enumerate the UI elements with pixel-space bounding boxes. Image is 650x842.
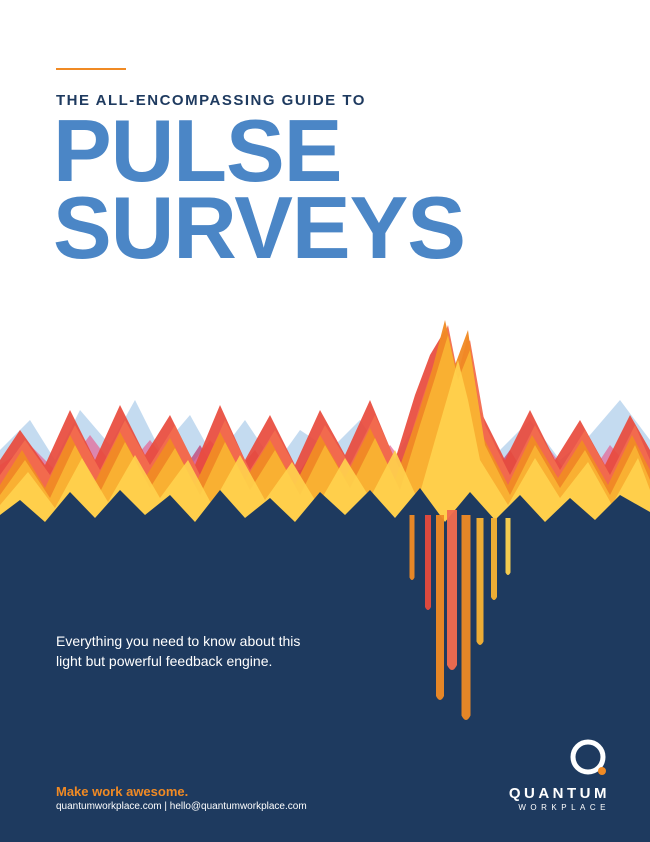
title-line-2: SURVEYS — [53, 189, 465, 266]
description-blurb: Everything you need to know about this l… — [56, 632, 316, 671]
cover-page: THE ALL-ENCOMPASSING GUIDE TO PULSE SURV… — [0, 0, 650, 842]
main-title: PULSE SURVEYS — [53, 112, 465, 267]
logo-brand-subtext: WORKPLACE — [509, 803, 610, 812]
logo-mark-icon — [566, 737, 610, 781]
accent-rule — [56, 68, 126, 70]
brand-logo: QUANTUM WORKPLACE — [509, 737, 610, 812]
footer-tagline: Make work awesome. — [56, 784, 307, 799]
footer-contact: quantumworkplace.com | hello@quantumwork… — [56, 801, 307, 812]
footer: Make work awesome. quantumworkplace.com … — [56, 784, 307, 812]
logo-brand-text: QUANTUM — [509, 785, 610, 802]
